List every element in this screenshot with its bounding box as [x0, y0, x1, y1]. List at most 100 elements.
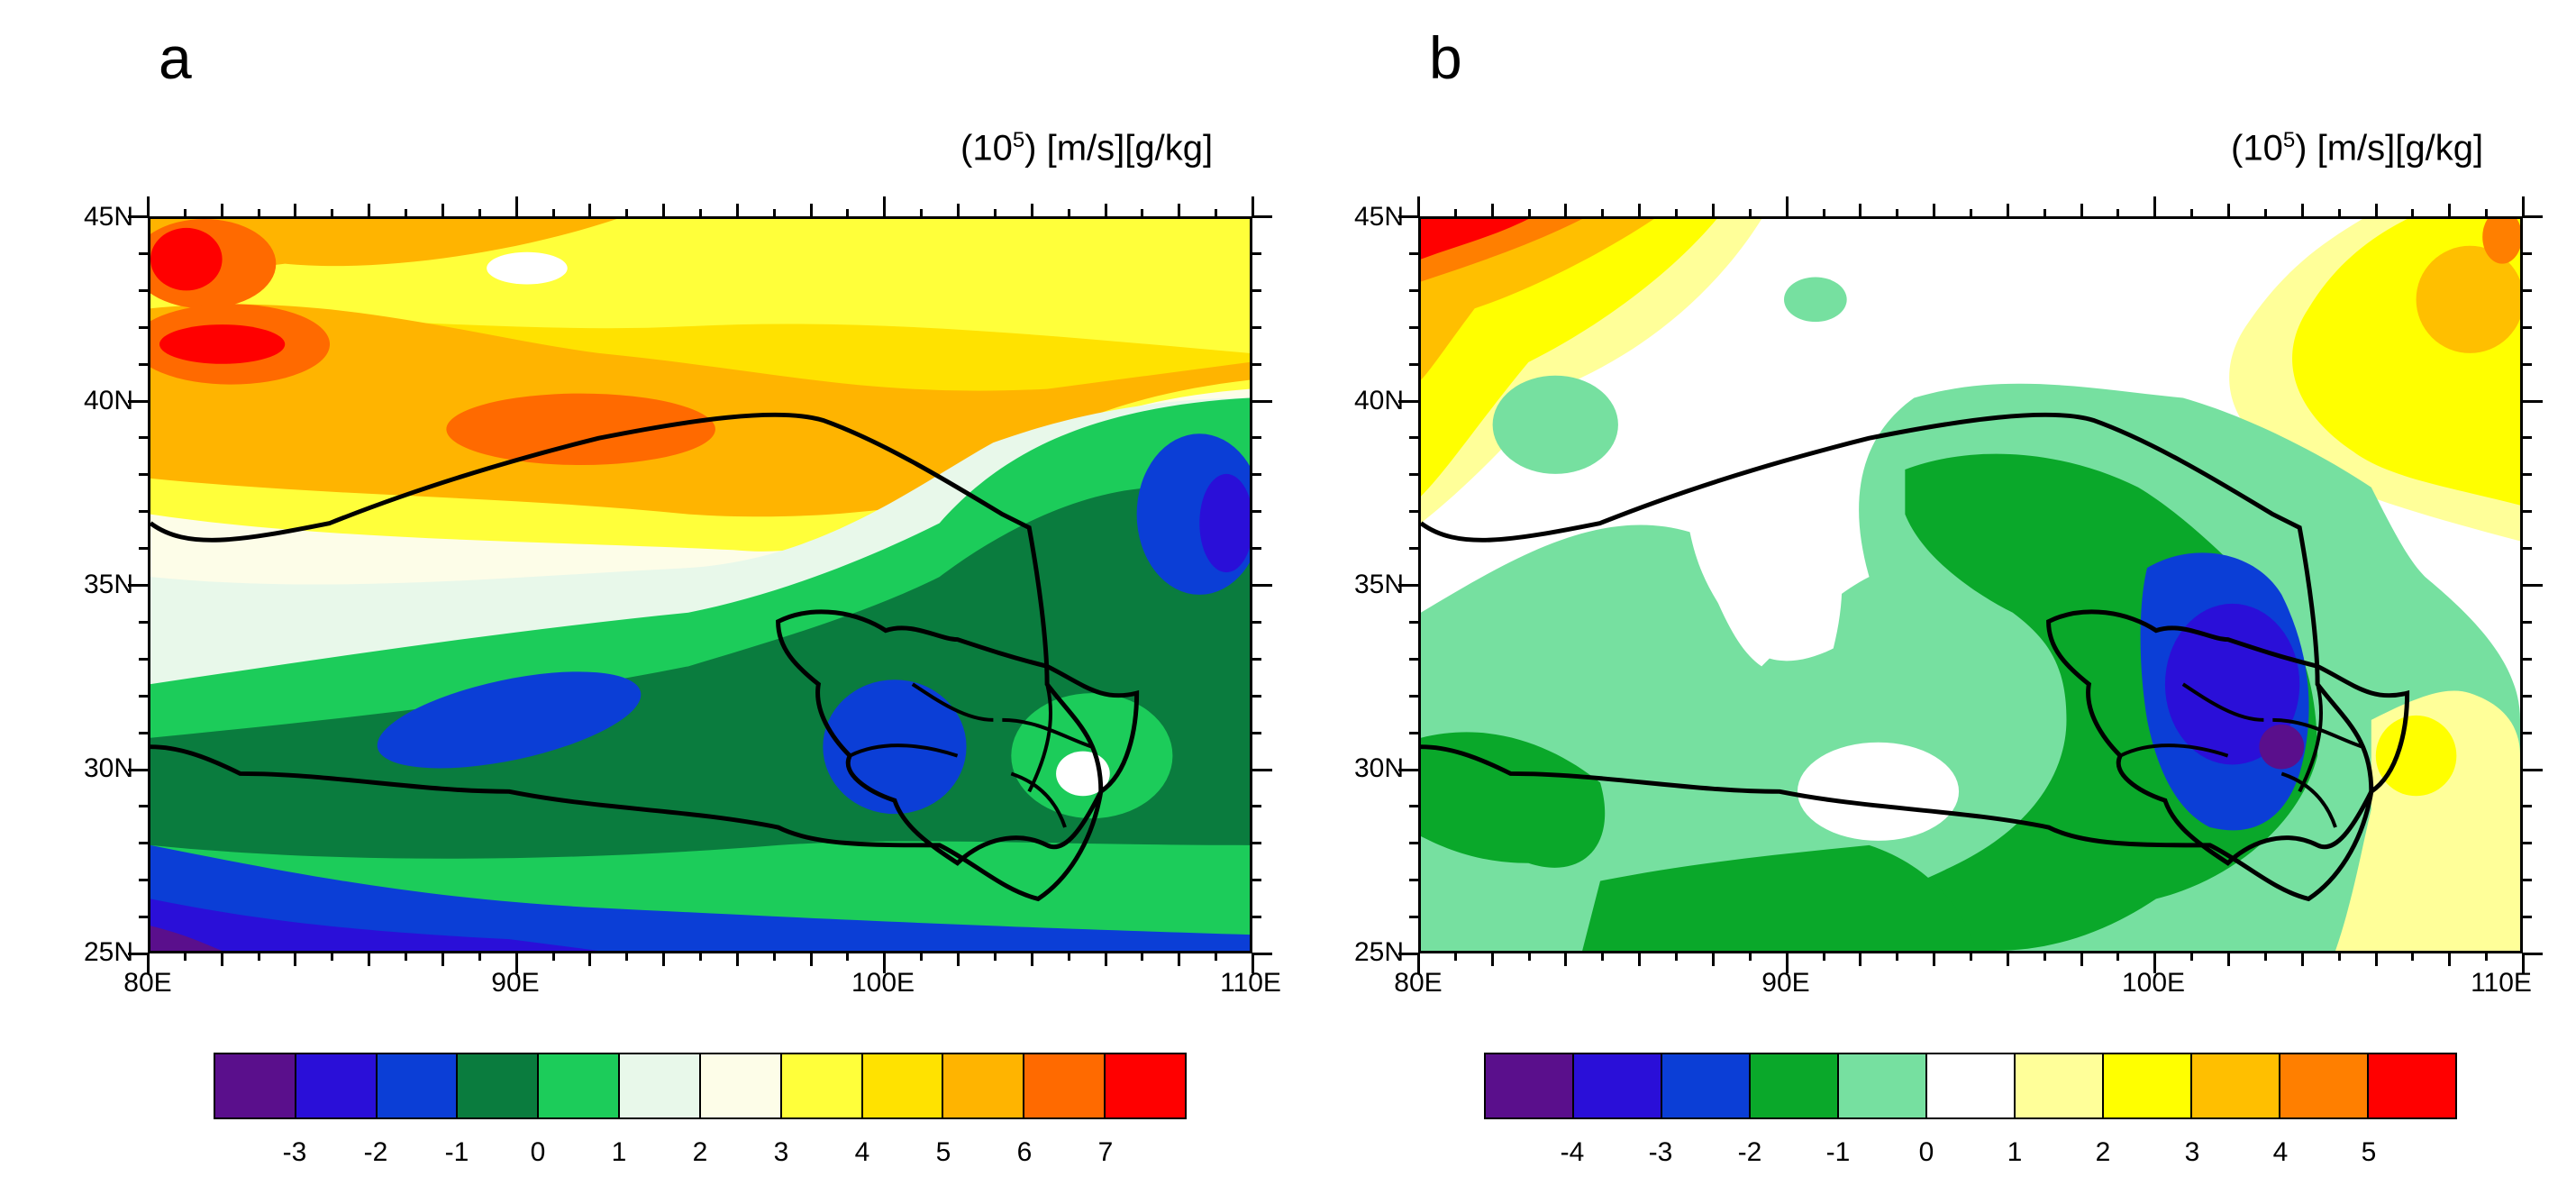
axis-tick [2523, 436, 2532, 439]
axis-tick [139, 473, 148, 476]
colorbar-label: 7 [1097, 1137, 1114, 1167]
colorbar-label: 3 [2184, 1137, 2200, 1167]
lat-label: 30N [1353, 753, 1404, 783]
axis-tick [147, 953, 150, 973]
contour-fill [150, 926, 223, 951]
colorbar-swatch [1662, 1054, 1751, 1117]
axis-tick [1252, 695, 1261, 698]
axis-tick [139, 326, 148, 329]
contour-fill [150, 487, 1250, 951]
colorbar-label: 5 [935, 1137, 951, 1167]
lat-label: 35N [1353, 570, 1404, 599]
axis-tick [1564, 204, 1567, 216]
axis-tick [1491, 204, 1494, 216]
axis-tick [1712, 204, 1715, 216]
colorbar-label: -4 [1560, 1137, 1585, 1167]
lon-label: 90E [1761, 968, 1810, 998]
axis-tick [920, 209, 923, 216]
axis-tick [1252, 953, 1254, 973]
axis-tick [515, 196, 518, 216]
colorbar-swatch [2104, 1054, 2192, 1117]
contour-fill [1582, 844, 1977, 951]
axis-tick [2116, 953, 2119, 961]
contour-fill [1689, 472, 1843, 661]
axis-tick [139, 252, 148, 255]
colorbar-swatch [1927, 1054, 2016, 1117]
contour-fill [2259, 724, 2305, 770]
axis-tick [2523, 732, 2532, 734]
axis-tick [1454, 209, 1457, 216]
lon-label: 110E [1220, 968, 1281, 998]
axis-tick [1252, 879, 1261, 881]
axis-tick [2116, 209, 2119, 216]
units-prefix: (10 [960, 128, 1013, 169]
axis-tick [1417, 196, 1420, 216]
axis-tick [1417, 953, 1420, 973]
colorbar-label: 4 [2272, 1137, 2289, 1167]
axis-tick [1252, 621, 1261, 624]
axis-tick [128, 769, 148, 771]
axis-tick [2523, 621, 2532, 624]
axis-tick [1141, 953, 1143, 961]
axis-tick [2523, 252, 2532, 255]
axis-tick [2301, 953, 2304, 966]
units-exponent: 5 [2282, 128, 2296, 152]
axis-tick [1823, 953, 1825, 961]
axis-tick [1564, 953, 1567, 966]
axis-tick [2523, 658, 2532, 661]
axis-tick [699, 209, 702, 216]
axis-tick [1398, 584, 1418, 587]
axis-tick [1068, 953, 1070, 961]
axis-tick [1398, 400, 1418, 403]
axis-tick [139, 805, 148, 807]
axis-tick [2080, 953, 2083, 966]
axis-tick [1141, 209, 1143, 216]
axis-tick [2153, 953, 2156, 973]
axis-tick [1409, 916, 1418, 918]
colorbar-swatch [2192, 1054, 2280, 1117]
axis-tick [2523, 842, 2532, 844]
axis-tick [1409, 621, 1418, 624]
axis-tick [1859, 953, 1861, 966]
colorbar-label: -3 [1648, 1137, 1673, 1167]
axis-tick [294, 204, 296, 216]
axis-tick [1786, 953, 1789, 973]
axis-tick [1252, 658, 1261, 661]
axis-tick [1409, 289, 1418, 292]
axis-tick [994, 209, 997, 216]
axis-tick [2190, 209, 2193, 216]
axis-tick [1528, 209, 1531, 216]
axis-tick [368, 204, 370, 216]
contour-fill [150, 844, 1250, 951]
axis-tick [2338, 209, 2341, 216]
axis-tick [2264, 209, 2267, 216]
contour-fill [1797, 742, 1960, 841]
axis-tick [2080, 204, 2083, 216]
colorbar-label: -3 [282, 1137, 307, 1167]
contour-fill [377, 671, 642, 769]
axis-tick [773, 953, 776, 961]
axis-tick [221, 204, 223, 216]
axis-tick [2007, 204, 2009, 216]
axis-tick [128, 215, 148, 218]
axis-tick [1252, 584, 1272, 587]
axis-tick [1409, 473, 1418, 476]
axis-tick [2264, 953, 2267, 961]
axis-tick [2007, 953, 2009, 966]
colorbar-label: 2 [692, 1137, 708, 1167]
axis-tick [139, 695, 148, 698]
axis-tick [478, 953, 481, 961]
province-boundaries [849, 682, 1093, 828]
panel-a: a (105) [m/s][g/kg] [84, 24, 1281, 1167]
axis-tick [552, 953, 555, 961]
colorbar-swatch [1106, 1054, 1185, 1117]
axis-tick [1749, 209, 1752, 216]
contour-fill [1492, 375, 1618, 474]
axis-tick [1252, 473, 1261, 476]
axis-tick [139, 547, 148, 550]
units-suffix: ) [m/s][g/kg] [2295, 128, 2484, 169]
axis-tick [405, 953, 407, 961]
colorbar-swatch [1486, 1054, 1574, 1117]
colorbar [1484, 1053, 2457, 1119]
axis-tick [736, 204, 739, 216]
